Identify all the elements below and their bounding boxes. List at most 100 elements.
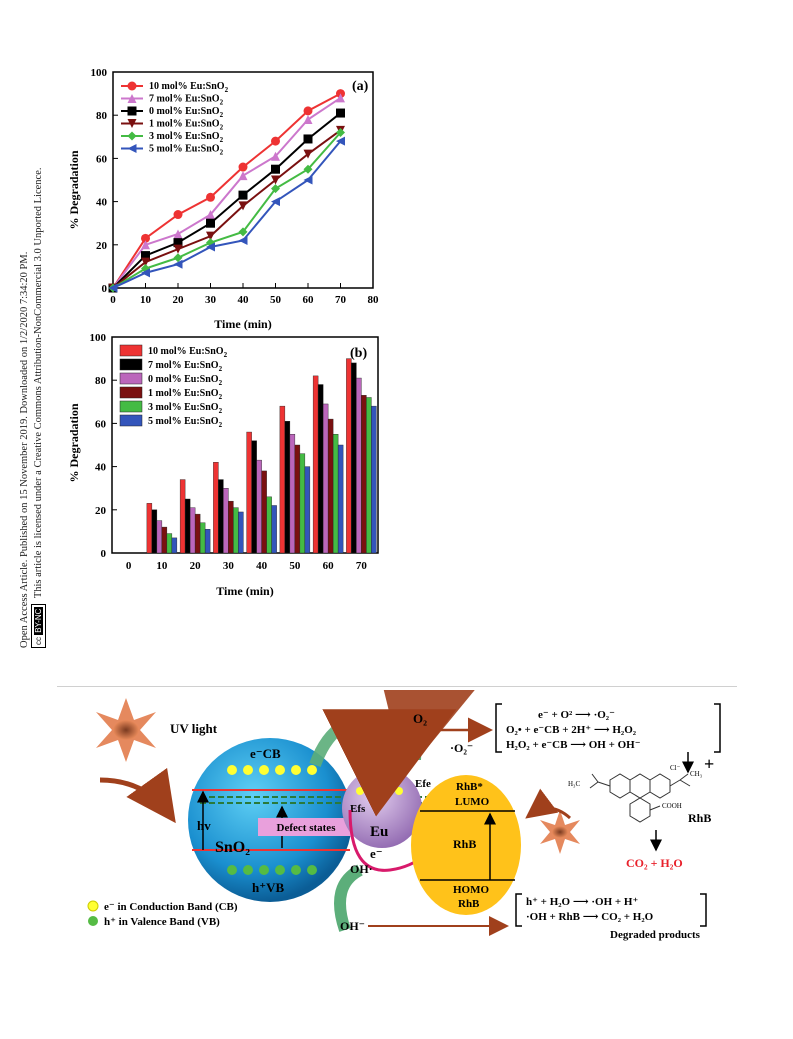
oh-green-arrow [334, 864, 364, 932]
panel-label-b: (b) [350, 346, 367, 361]
data-point-a [206, 231, 215, 241]
x-tick-label-a: 80 [368, 294, 380, 306]
uv-light-label: UV light [170, 721, 218, 736]
data-point-a [303, 175, 313, 185]
bar-b [266, 496, 272, 554]
data-point-a [303, 164, 313, 174]
legend-label-a: 3 mol% Eu:SnO2 [149, 131, 224, 144]
x-tick-label-b: 0 [126, 560, 132, 572]
electron-transfer-arrow [309, 690, 490, 776]
bar-b [228, 500, 234, 554]
photocatalysis-scheme: UV light e⁻CB hv Defect states SnO₂ h⁺VB… [87, 690, 721, 941]
o2-label: O₂ [413, 711, 427, 726]
bar-b [289, 433, 296, 554]
lumo-label: LUMO [455, 796, 490, 808]
data-point-a [173, 259, 183, 269]
legend-swatch-b [119, 386, 143, 399]
panel-label-a: (a) [352, 79, 369, 94]
legend-label-a: 1 mol% Eu:SnO2 [149, 119, 224, 132]
series-line-a [112, 129, 342, 289]
visible-sun-icon [540, 810, 580, 854]
data-point-a [238, 190, 248, 200]
section-divider [57, 686, 737, 687]
x-tick-label-a: 20 [173, 294, 185, 306]
data-point-a [303, 115, 313, 125]
data-point-a [108, 283, 118, 293]
sun-to-rhb-arrow [525, 788, 572, 820]
efs-label: Efs [350, 803, 366, 815]
bar-b [166, 533, 173, 554]
side-license-note: Open Access Article. Published on 15 Nov… [0, 0, 60, 680]
x-tick-label-b: 50 [289, 560, 301, 572]
bar-chart-panel-b: 0 20 40 60 80 100 0 10 20 30 40 50 60 70 10 mol% Eu:Sn… [67, 332, 379, 598]
plus-sign: + [704, 754, 714, 774]
x-tick-label-a: 10 [140, 294, 152, 306]
data-point-a [336, 108, 345, 118]
data-point-a [271, 184, 280, 194]
bar-b [218, 479, 224, 554]
bar-b [213, 462, 219, 554]
y-tick-label-a: 40 [96, 197, 108, 209]
y-tick-label-b: 40 [95, 462, 107, 474]
hvb-label: h⁺VB [252, 880, 284, 895]
data-point-a [141, 257, 150, 267]
h3c-label: H₃C [568, 780, 580, 788]
data-point-a [336, 93, 345, 103]
legend-marker-a [127, 144, 137, 153]
bar-b [184, 498, 191, 554]
legend-swatch-b [119, 358, 143, 371]
data-point-a [271, 136, 280, 146]
y-tick-label-b: 60 [95, 418, 107, 430]
data-point-a [271, 175, 280, 185]
hole-dots [227, 865, 317, 875]
x-tick-label-a: 30 [205, 294, 217, 306]
data-point-a [271, 151, 280, 161]
x-tick-label-b: 60 [323, 560, 335, 572]
cc-badge[interactable]: cc BY-NC [31, 603, 46, 648]
x-tick-label-b: 40 [256, 560, 268, 572]
bar-b [361, 395, 367, 554]
homo-label: HOMO [453, 884, 489, 896]
eq-4: h⁺ + H₂O ⟶ ·OH + H⁺ [526, 896, 638, 908]
bar-b [233, 507, 239, 554]
legend-label-b: 1 mol% Eu:SnO2 [148, 388, 223, 401]
bar-b [366, 397, 372, 554]
y-tick-label-b: 80 [95, 375, 107, 387]
x-tick-label-a: 0 [110, 294, 116, 306]
o2-green-arrow [322, 709, 457, 817]
data-point-a [303, 149, 313, 159]
bar-b [279, 405, 286, 554]
data-point-a [206, 242, 215, 252]
y-tick-label-a: 80 [96, 110, 108, 122]
bar-b [346, 358, 352, 554]
data-point-a [303, 106, 313, 116]
bar-b [337, 444, 344, 554]
y-tick-label-a: 60 [96, 153, 108, 165]
data-point-a [336, 136, 345, 146]
x-tick-label-a: 50 [270, 294, 282, 306]
bar-b [161, 526, 168, 554]
eq2-bracket-right [700, 893, 707, 927]
data-point-a [303, 134, 313, 144]
cb-legend-label: e⁻ in Conduction Band (CB) [104, 901, 238, 913]
license-line-2: cc BY-NC This article is licensed under … [31, 167, 46, 648]
data-point-a [141, 233, 150, 243]
eq-3: H₂O₂ + e⁻CB ⟶ OH + OH⁻ [506, 739, 641, 751]
ecb-label: e⁻CB [250, 746, 281, 761]
oh-radical-label: OH· [350, 862, 373, 876]
legend-label-a: 5 mol% Eu:SnO2 [149, 144, 224, 157]
defect-states-box [258, 818, 354, 836]
legend-label-b: 10 mol% Eu:SnO2 [148, 346, 228, 359]
bar-b [204, 529, 211, 554]
bar-b [251, 440, 257, 554]
cl-label: Cl⁻ [670, 764, 681, 772]
x-tick-label-a: 40 [238, 294, 250, 306]
x-tick-label-b: 10 [156, 560, 168, 572]
y-axis-label-a: % Degradation [67, 150, 81, 229]
eu-label: Eu [370, 824, 388, 840]
eq-bracket-left [495, 703, 502, 753]
ch3-label: CH₃ [690, 770, 703, 778]
data-point-a [238, 162, 248, 172]
data-point-a [206, 210, 215, 220]
series-line-a [112, 92, 341, 289]
